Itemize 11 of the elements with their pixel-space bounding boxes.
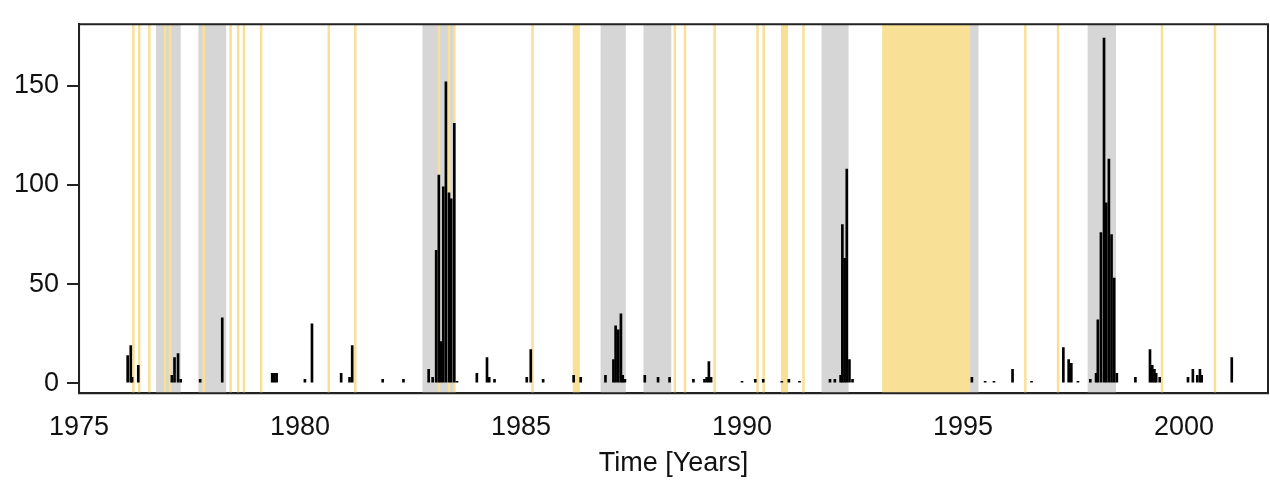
y-tick-label: 150	[13, 69, 60, 100]
x-tick-label: 2000	[1153, 410, 1215, 441]
x-tick-label: 1995	[932, 410, 994, 441]
x-axis-title: Time [Years]	[598, 447, 749, 478]
x-tick-label: 1980	[270, 410, 331, 441]
x-tick-label: 1990	[711, 410, 773, 441]
y-tick-label: 50	[29, 267, 60, 298]
y-tick-label: 0	[44, 366, 60, 397]
x-tick-label: 1975	[49, 410, 110, 441]
y-tick-label: 100	[13, 168, 60, 199]
x-tick-label: 1985	[491, 410, 552, 441]
